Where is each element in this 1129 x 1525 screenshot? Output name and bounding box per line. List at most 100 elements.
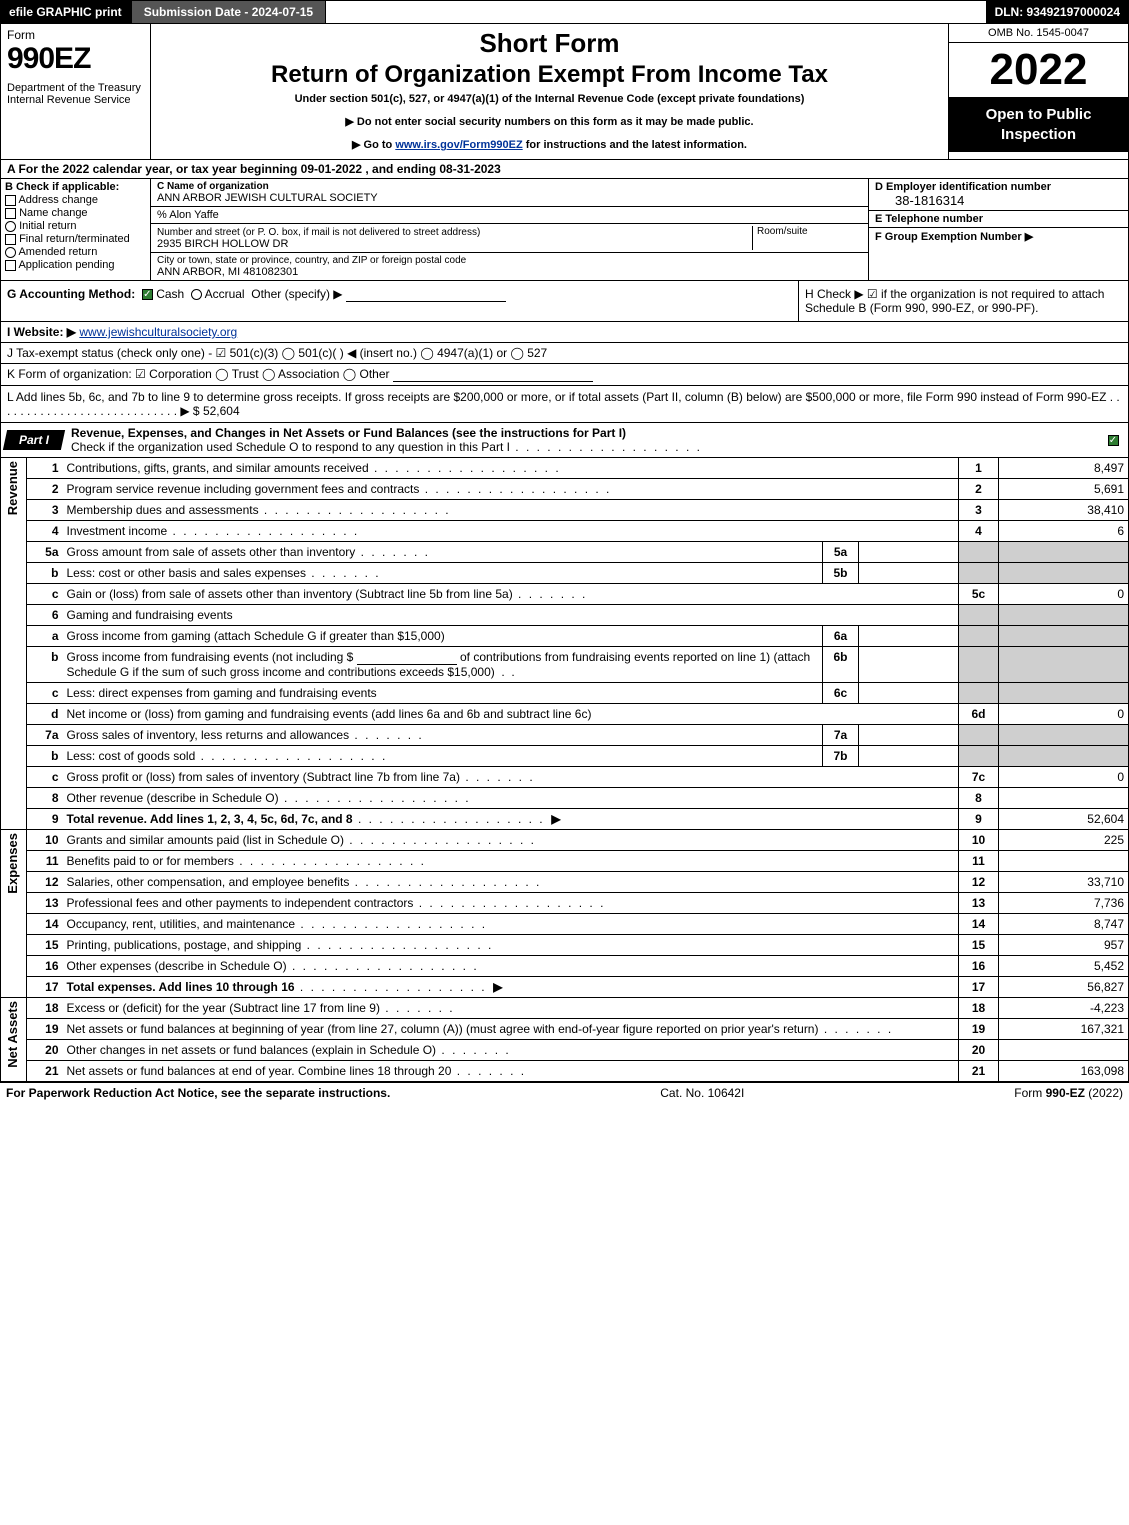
bcd-block: B Check if applicable: Address change Na…	[0, 179, 1129, 281]
line-3: 3 Membership dues and assessments 3 38,4…	[1, 500, 1129, 521]
footer-right: Form 990-EZ (2022)	[1014, 1086, 1123, 1100]
open-to-public: Open to Public Inspection	[949, 97, 1128, 152]
line-2: 2 Program service revenue including gove…	[1, 479, 1129, 500]
instr-line-2: ▶ Go to www.irs.gov/Form990EZ for instru…	[159, 138, 940, 151]
c-label-city: City or town, state or province, country…	[157, 255, 862, 266]
gh-row: G Accounting Method: ✓ Cash Accrual Othe…	[0, 281, 1129, 322]
tax-year: 2022	[949, 43, 1128, 97]
line-1: Revenue 1 Contributions, gifts, grants, …	[1, 458, 1129, 479]
ein-value: 38-1816314	[875, 193, 1122, 208]
h-cell: H Check ▶ ☑ if the organization is not r…	[798, 281, 1128, 321]
org-city: ANN ARBOR, MI 481082301	[157, 266, 862, 278]
top-bar: efile GRAPHIC print Submission Date - 20…	[0, 0, 1129, 24]
subtitle: Under section 501(c), 527, or 4947(a)(1)…	[159, 93, 940, 105]
col-c: C Name of organization ANN ARBOR JEWISH …	[151, 179, 868, 280]
form-word: Form	[7, 28, 144, 42]
chk-amended-return[interactable]: Amended return	[5, 246, 146, 258]
b-title: B Check if applicable:	[5, 181, 146, 193]
c-addr-cell: Number and street (or P. O. box, if mail…	[151, 224, 868, 253]
i-label: I Website: ▶	[7, 325, 76, 339]
instr2-pre: ▶ Go to	[352, 139, 395, 151]
e-label: E Telephone number	[875, 213, 1122, 225]
submission-date: Submission Date - 2024-07-15	[131, 0, 326, 24]
instr2-post: for instructions and the latest informat…	[523, 139, 747, 151]
line-21: 21 Net assets or fund balances at end of…	[1, 1061, 1129, 1082]
line-6d: d Net income or (loss) from gaming and f…	[1, 704, 1129, 725]
e-cell: E Telephone number	[869, 211, 1128, 228]
g-cell: G Accounting Method: ✓ Cash Accrual Othe…	[1, 281, 798, 321]
chk-application-pending[interactable]: Application pending	[5, 259, 146, 271]
c-careof-cell: % Alon Yaffe	[151, 207, 868, 224]
part1-tab: Part I	[3, 430, 65, 450]
c-label-addr: Number and street (or P. O. box, if mail…	[157, 227, 480, 238]
k-other-line[interactable]	[393, 367, 593, 382]
other-specify-line[interactable]	[346, 287, 506, 302]
col-def: D Employer identification number 38-1816…	[868, 179, 1128, 280]
row-j: J Tax-exempt status (check only one) - ☑…	[0, 343, 1129, 364]
org-name: ANN ARBOR JEWISH CULTURAL SOCIETY	[157, 192, 862, 204]
f-cell: F Group Exemption Number ▶	[869, 228, 1128, 245]
irs-link[interactable]: www.irs.gov/Form990EZ	[395, 139, 522, 151]
6b-contrib-blank[interactable]	[357, 650, 457, 665]
f-label: F Group Exemption Number ▶	[875, 231, 1033, 243]
line-15: 15 Printing, publications, postage, and …	[1, 935, 1129, 956]
row-i: I Website: ▶ www.jewishculturalsociety.o…	[0, 322, 1129, 343]
line-16: 16 Other expenses (describe in Schedule …	[1, 956, 1129, 977]
efile-label: efile GRAPHIC print	[0, 0, 131, 24]
line-11: 11 Benefits paid to or for members 11	[1, 851, 1129, 872]
line-19: 19 Net assets or fund balances at beginn…	[1, 1019, 1129, 1040]
line-7b: b Less: cost of goods sold 7b	[1, 746, 1129, 767]
line-8: 8 Other revenue (describe in Schedule O)…	[1, 788, 1129, 809]
footer-cat: Cat. No. 10642I	[660, 1086, 744, 1100]
g-label: G Accounting Method:	[7, 287, 135, 301]
side-netassets: Net Assets	[1, 998, 27, 1082]
line-17: 17 Total expenses. Add lines 10 through …	[1, 977, 1129, 998]
d-cell: D Employer identification number 38-1816…	[869, 179, 1128, 211]
line-20: 20 Other changes in net assets or fund b…	[1, 1040, 1129, 1061]
website-link[interactable]: www.jewishculturalsociety.org	[79, 325, 237, 339]
part1-title: Revenue, Expenses, and Changes in Net As…	[63, 423, 1098, 457]
line-6b: b Gross income from fundraising events (…	[1, 647, 1129, 683]
dept-line-1: Department of the Treasury	[7, 82, 144, 94]
line-13: 13 Professional fees and other payments …	[1, 893, 1129, 914]
k-text: K Form of organization: ☑ Corporation ◯ …	[7, 367, 390, 381]
part1-check[interactable]: ✓	[1098, 433, 1128, 447]
dln-label: DLN: 93492197000024	[986, 0, 1129, 24]
l-text: L Add lines 5b, 6c, and 7b to line 9 to …	[7, 390, 1120, 418]
omb-number: OMB No. 1545-0047	[949, 24, 1128, 43]
line-18: Net Assets 18 Excess or (deficit) for th…	[1, 998, 1129, 1019]
line-4: 4 Investment income 4 6	[1, 521, 1129, 542]
chk-final-return[interactable]: Final return/terminated	[5, 233, 146, 245]
topbar-spacer	[326, 0, 985, 24]
line-6a: a Gross income from gaming (attach Sched…	[1, 626, 1129, 647]
row-k: K Form of organization: ☑ Corporation ◯ …	[0, 364, 1129, 386]
line-7c: c Gross profit or (loss) from sales of i…	[1, 767, 1129, 788]
chk-address-change[interactable]: Address change	[5, 194, 146, 206]
short-form-title: Short Form	[159, 28, 940, 59]
chk-cash[interactable]: ✓	[142, 289, 153, 300]
form-header: Form 990EZ Department of the Treasury In…	[0, 24, 1129, 160]
line-5b: b Less: cost or other basis and sales ex…	[1, 563, 1129, 584]
instr-line-1: ▶ Do not enter social security numbers o…	[159, 115, 940, 128]
main-title: Return of Organization Exempt From Incom…	[159, 61, 940, 89]
col-b: B Check if applicable: Address change Na…	[1, 179, 151, 280]
dept-line-2: Internal Revenue Service	[7, 94, 144, 106]
c-name-cell: C Name of organization ANN ARBOR JEWISH …	[151, 179, 868, 207]
line-5c: c Gain or (loss) from sale of assets oth…	[1, 584, 1129, 605]
chk-initial-return[interactable]: Initial return	[5, 220, 146, 232]
part1-header: Part I Revenue, Expenses, and Changes in…	[0, 423, 1129, 458]
line-5a: 5a Gross amount from sale of assets othe…	[1, 542, 1129, 563]
line-12: 12 Salaries, other compensation, and emp…	[1, 872, 1129, 893]
chk-name-change[interactable]: Name change	[5, 207, 146, 219]
header-right: OMB No. 1545-0047 2022 Open to Public In…	[948, 24, 1128, 159]
side-revenue: Revenue	[1, 458, 27, 830]
header-left: Form 990EZ Department of the Treasury In…	[1, 24, 151, 159]
chk-accrual[interactable]	[191, 289, 202, 300]
j-text: J Tax-exempt status (check only one) - ☑…	[7, 346, 547, 360]
c-label-name: C Name of organization	[157, 181, 862, 192]
c-city-cell: City or town, state or province, country…	[151, 253, 868, 280]
org-street: 2935 BIRCH HOLLOW DR	[157, 238, 288, 250]
footer-left: For Paperwork Reduction Act Notice, see …	[6, 1086, 390, 1100]
line-7a: 7a Gross sales of inventory, less return…	[1, 725, 1129, 746]
form-number: 990EZ	[7, 42, 144, 76]
